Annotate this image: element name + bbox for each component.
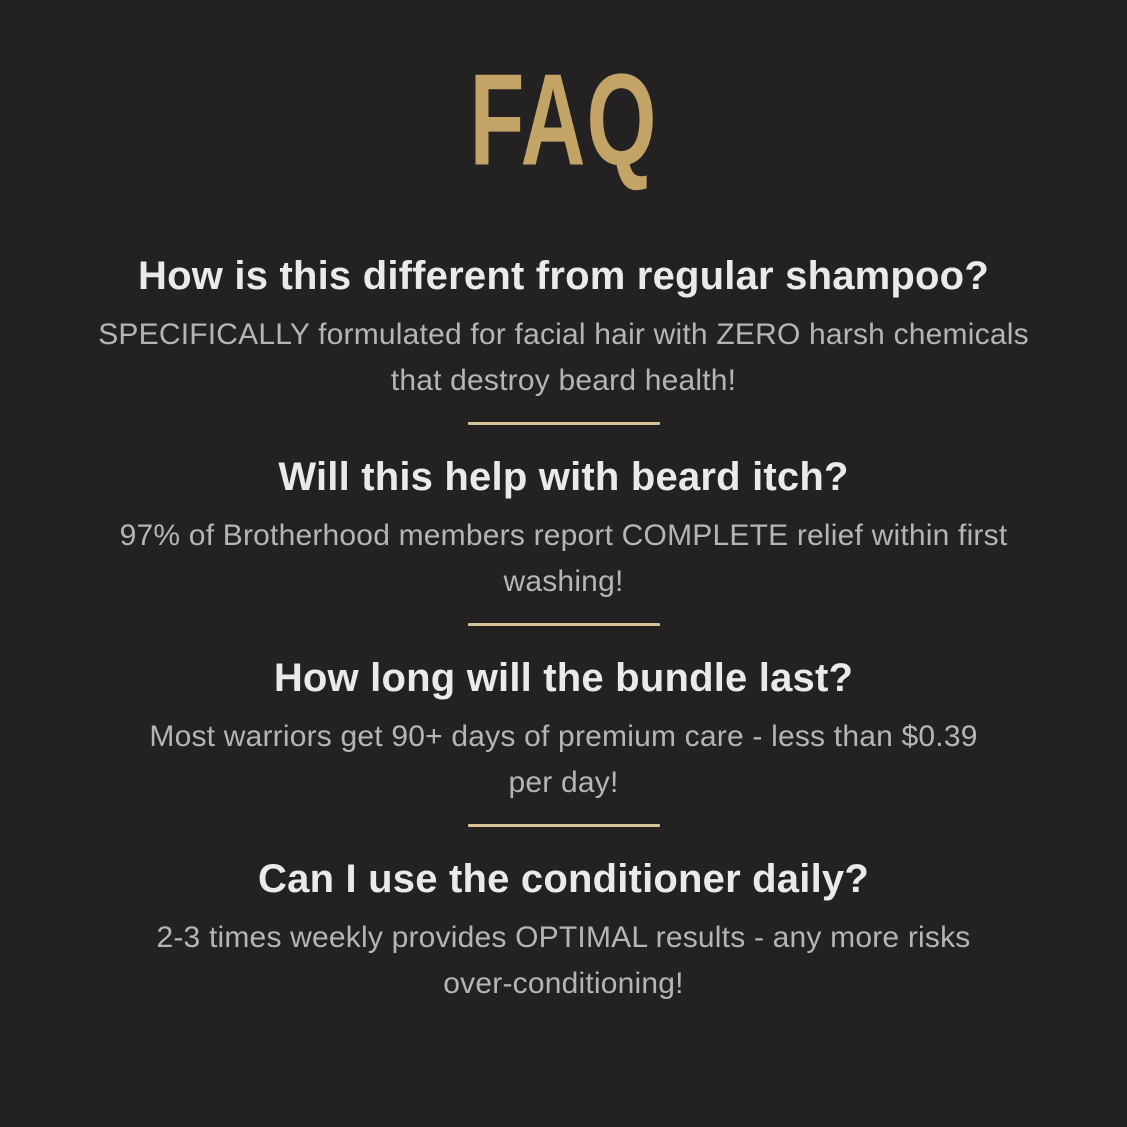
- faq-item-bundle-duration: How long will the bundle last? Most warr…: [0, 654, 1127, 827]
- faq-answer: 97% of Brotherhood members report COMPLE…: [54, 513, 1074, 605]
- page-title: FAQ: [0, 49, 1127, 194]
- faq-answer-line: that destroy beard health!: [390, 364, 737, 397]
- faq-question: How long will the bundle last?: [273, 656, 854, 700]
- faq-answer-line: Most warriors get 90+ days of premium ca…: [149, 720, 978, 753]
- faq-answer: Most warriors get 90+ days of premium ca…: [54, 714, 1074, 806]
- faq-answer-line: per day!: [508, 766, 619, 799]
- section-divider: [467, 623, 660, 626]
- faq-item-conditioner-frequency: Can I use the conditioner daily? 2-3 tim…: [0, 855, 1127, 1007]
- faq-answer-line: SPECIFICALLY formulated for facial hair …: [98, 318, 1029, 351]
- faq-answer-line: over-conditioning!: [443, 967, 684, 1000]
- faq-answer-line: washing!: [503, 565, 624, 598]
- faq-item-shampoo-difference: How is this different from regular shamp…: [0, 252, 1127, 425]
- faq-item-beard-itch: Will this help with beard itch? 97% of B…: [0, 453, 1127, 626]
- faq-question: How is this different from regular shamp…: [138, 254, 989, 298]
- section-divider: [467, 422, 660, 425]
- faq-answer-line: 97% of Brotherhood members report COMPLE…: [119, 519, 1008, 552]
- faq-answer-line: 2-3 times weekly provides OPTIMAL result…: [156, 921, 971, 954]
- faq-question: Will this help with beard itch?: [278, 455, 849, 499]
- faq-answer: SPECIFICALLY formulated for facial hair …: [54, 312, 1074, 404]
- page-title-text: FAQ: [469, 48, 658, 194]
- faq-question: Can I use the conditioner daily?: [258, 857, 869, 901]
- section-divider: [467, 824, 660, 827]
- faq-answer: 2-3 times weekly provides OPTIMAL result…: [54, 915, 1074, 1007]
